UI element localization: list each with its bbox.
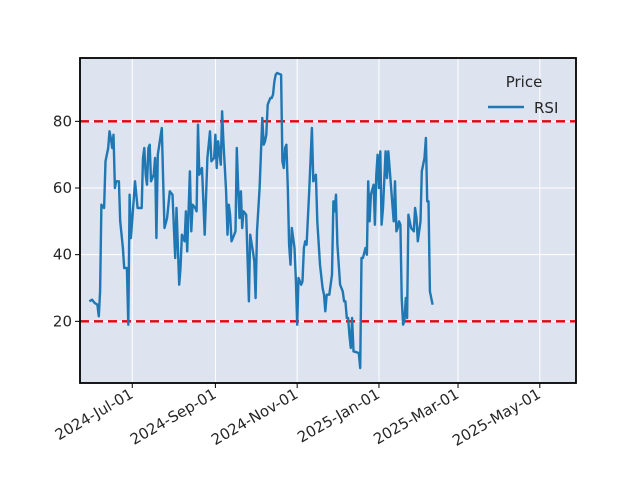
reference-lines xyxy=(80,120,576,323)
y-tick-label: 60 xyxy=(53,179,72,197)
x-tick-label: 2025-Mar-01 xyxy=(370,385,462,448)
legend: Price RSI xyxy=(488,73,558,117)
y-tick-label: 20 xyxy=(53,312,72,330)
x-tick-label: 2024-Jul-01 xyxy=(52,385,136,444)
legend-label-rsi: RSI xyxy=(534,99,558,117)
plot-area-background xyxy=(80,58,576,383)
x-tick-label: 2024-Sep-01 xyxy=(127,385,219,449)
legend-title: Price xyxy=(506,73,543,91)
x-tick-label: 2024-Nov-01 xyxy=(208,385,301,449)
series-lines xyxy=(88,71,434,370)
series-line-rsi xyxy=(88,71,434,370)
y-axis-ticks: 20 40 60 80 xyxy=(53,112,80,330)
y-tick-label: 40 xyxy=(53,246,72,264)
x-axis-ticks: 2024-Jul-012024-Sep-012024-Nov-012025-Ja… xyxy=(52,383,544,450)
x-tick-label: 2025-May-01 xyxy=(449,385,544,450)
x-tick-label: 2025-Jan-01 xyxy=(294,385,383,447)
y-tick-label: 80 xyxy=(53,112,72,130)
plot-frame xyxy=(79,57,577,384)
